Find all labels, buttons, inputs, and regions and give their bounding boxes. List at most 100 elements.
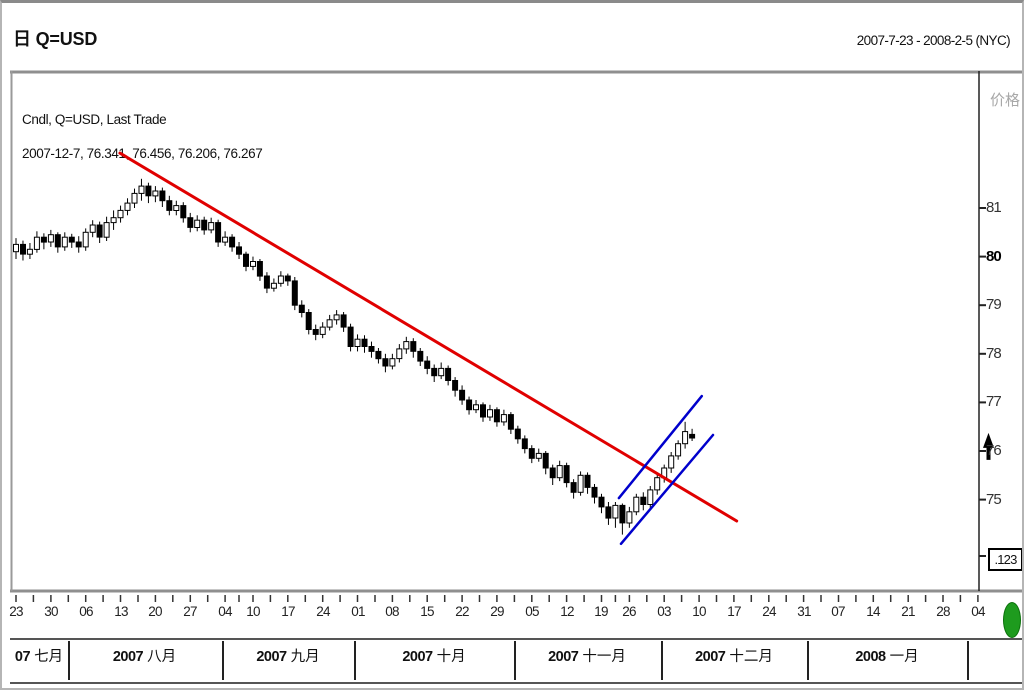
candle-body — [208, 222, 215, 231]
candle-body — [305, 312, 312, 330]
candle-body — [326, 319, 333, 328]
candle-body — [263, 275, 270, 289]
candle-body — [389, 358, 396, 367]
candle-body — [117, 209, 124, 219]
candle-body — [180, 205, 187, 219]
candle-body — [187, 217, 194, 228]
candle-body — [243, 253, 249, 267]
candle-body — [473, 404, 479, 411]
candle-body — [542, 452, 549, 469]
candle-body — [689, 433, 696, 439]
date-range: 2007-7-23 - 2008-2-5 (NYC) — [856, 33, 1011, 48]
chart-canvas[interactable] — [2, 3, 1024, 690]
candle-body — [570, 482, 577, 493]
candle-body — [682, 431, 689, 445]
candle-body — [75, 241, 82, 248]
candle-body — [584, 474, 591, 488]
candle-body — [347, 326, 354, 348]
candle-body — [256, 261, 263, 277]
downtrend-resistance-line[interactable] — [118, 151, 739, 523]
candle-body — [445, 367, 452, 381]
candle-body — [375, 350, 382, 360]
channel-lower-line[interactable] — [619, 433, 715, 546]
candle-body — [340, 314, 347, 328]
candle-body — [194, 219, 201, 228]
candle-body — [20, 243, 26, 255]
candle-body — [215, 222, 222, 243]
candle-body — [201, 219, 208, 231]
candle-body — [396, 348, 403, 360]
candle-body — [54, 234, 61, 248]
candle-body — [556, 465, 563, 479]
candle-body — [82, 231, 89, 248]
candle-body — [47, 234, 54, 243]
candle-body — [549, 467, 556, 479]
candle-body — [500, 414, 507, 423]
candle-body — [598, 496, 605, 508]
candle-body — [89, 224, 96, 233]
channel-upper-line[interactable] — [617, 394, 704, 500]
candle-body — [13, 243, 19, 253]
candle-body — [270, 282, 277, 289]
candle-body — [361, 338, 368, 348]
candle-body — [40, 236, 47, 243]
candle-body — [229, 236, 236, 248]
candle-body — [291, 280, 298, 306]
candle-body — [612, 504, 619, 519]
candle-body — [298, 304, 305, 314]
candle-body — [507, 414, 514, 430]
candle-body — [647, 489, 654, 505]
candle-body — [626, 511, 633, 524]
candle-body — [563, 465, 570, 484]
candle-body — [333, 314, 340, 321]
candle-body — [675, 443, 682, 457]
candle-body — [166, 200, 173, 211]
candle-body — [633, 496, 640, 513]
status-green-dot — [1003, 602, 1021, 638]
candle-body — [640, 496, 647, 506]
candle-body — [654, 477, 661, 491]
candle-body — [277, 275, 284, 284]
candle-body — [668, 455, 675, 469]
last-price-arrow-marker — [983, 432, 994, 460]
candle-body — [521, 438, 528, 450]
candle-body — [222, 236, 229, 243]
candle-body — [138, 185, 145, 194]
candle-body — [438, 367, 445, 377]
candle-body — [368, 346, 375, 352]
candle-body — [68, 236, 75, 243]
candle-body — [487, 409, 493, 418]
candle-body — [410, 341, 417, 352]
candle-body — [26, 248, 33, 255]
candle-body — [452, 380, 459, 391]
candle-body — [33, 236, 40, 250]
candle-body — [535, 452, 542, 459]
chart-title: 日 Q=USD — [13, 29, 98, 49]
candle-body — [619, 504, 626, 524]
candle-body — [159, 190, 166, 202]
candle-body — [591, 486, 598, 498]
candle-body — [528, 448, 535, 459]
candle-body — [493, 409, 500, 423]
candle-body — [382, 358, 389, 367]
candle-body — [605, 506, 612, 519]
candle-body — [110, 217, 117, 224]
candle-body — [577, 474, 584, 493]
candle-body — [431, 367, 438, 377]
candle-body — [417, 350, 424, 362]
legend-series: Cndl, Q=USD, Last Trade — [22, 112, 167, 127]
candle-body — [96, 224, 103, 238]
candle-body — [173, 205, 180, 212]
candle-body — [319, 326, 326, 335]
candle-body — [312, 329, 319, 335]
candle-body — [284, 275, 291, 282]
candle-body — [124, 202, 131, 211]
candle-body — [514, 428, 521, 440]
candle-body — [250, 261, 256, 267]
candle-body — [354, 338, 361, 348]
candle-body — [131, 192, 138, 204]
candle-body — [145, 185, 152, 197]
candle-body — [61, 236, 68, 248]
candle-body — [424, 360, 431, 369]
